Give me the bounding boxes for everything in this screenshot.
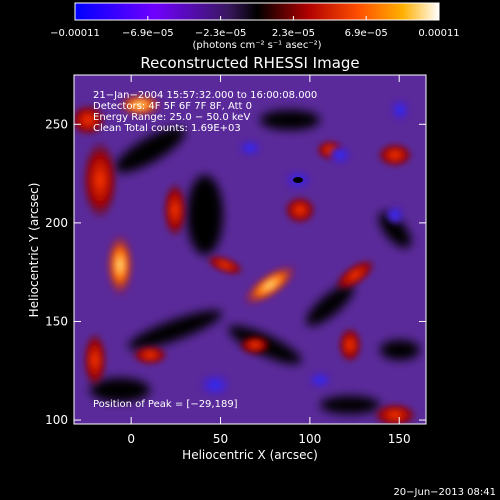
y-axis-label: Heliocentric Y (arcsec) (27, 183, 41, 318)
colorbar-unit-label: (photons cm⁻² s⁻¹ asec⁻²) (192, 40, 321, 51)
colorbar-tick-label: 0.00011 (418, 28, 459, 39)
colorbar-tick-label: 2.3e−05 (272, 28, 315, 39)
x-tick-label: 0 (127, 432, 135, 446)
x-tick-label: 50 (213, 432, 228, 446)
map-background (74, 75, 426, 424)
rhessi-map (74, 75, 426, 424)
plot-title: Reconstructed RHESSI Image (140, 54, 359, 72)
colorbar-gradient (74, 2, 440, 21)
info-line-energy: Energy Range: 25.0 − 50.0 keV (93, 112, 250, 123)
y-tick-label: 150 (45, 314, 68, 328)
map-frame (73, 74, 427, 425)
x-axis-ticks: 0 50 100 150 (127, 75, 411, 446)
colorbar-tick-label: −2.3e−05 (195, 28, 247, 39)
info-line-time: 21−Jan−2004 15:57:32.000 to 16:00:08.000 (93, 90, 317, 101)
y-tick-label: 200 (45, 216, 68, 230)
info-line-counts: Clean Total counts: 1.69E+03 (93, 123, 241, 134)
y-axis-ticks: 100 150 200 250 (45, 117, 426, 427)
x-tick-label: 150 (388, 432, 411, 446)
colorbar-tick-label: 6.9e−05 (345, 28, 388, 39)
footer-timestamp: 20−Jun−2013 08:41 (393, 487, 496, 498)
map-negative-blobs (199, 98, 410, 397)
map-emission-blobs (74, 93, 417, 424)
peak-position-label: Position of Peak = [−29,189] (93, 399, 238, 410)
colorbar: −0.00011 −6.9e−05 −2.3e−05 2.3e−05 6.9e−05 0.… (50, 2, 460, 51)
y-tick-label: 100 (45, 413, 68, 427)
info-line-detectors: Detectors: 4F 5F 6F 7F 8F, Att 0 (93, 101, 252, 112)
map-dark-regions (90, 110, 420, 414)
info-box: 21−Jan−2004 15:57:32.000 to 16:00:08.000… (93, 90, 317, 134)
colorbar-tick-label: −6.9e−05 (122, 28, 174, 39)
minimum-core (293, 177, 303, 183)
x-axis-label: Heliocentric X (arcsec) (182, 448, 318, 462)
x-tick-label: 100 (298, 432, 321, 446)
colorbar-ticks: −0.00011 −6.9e−05 −2.3e−05 2.3e−05 6.9e−05 0.… (50, 16, 460, 39)
y-tick-label: 250 (45, 117, 68, 131)
colorbar-tick-label: −0.00011 (50, 28, 100, 39)
